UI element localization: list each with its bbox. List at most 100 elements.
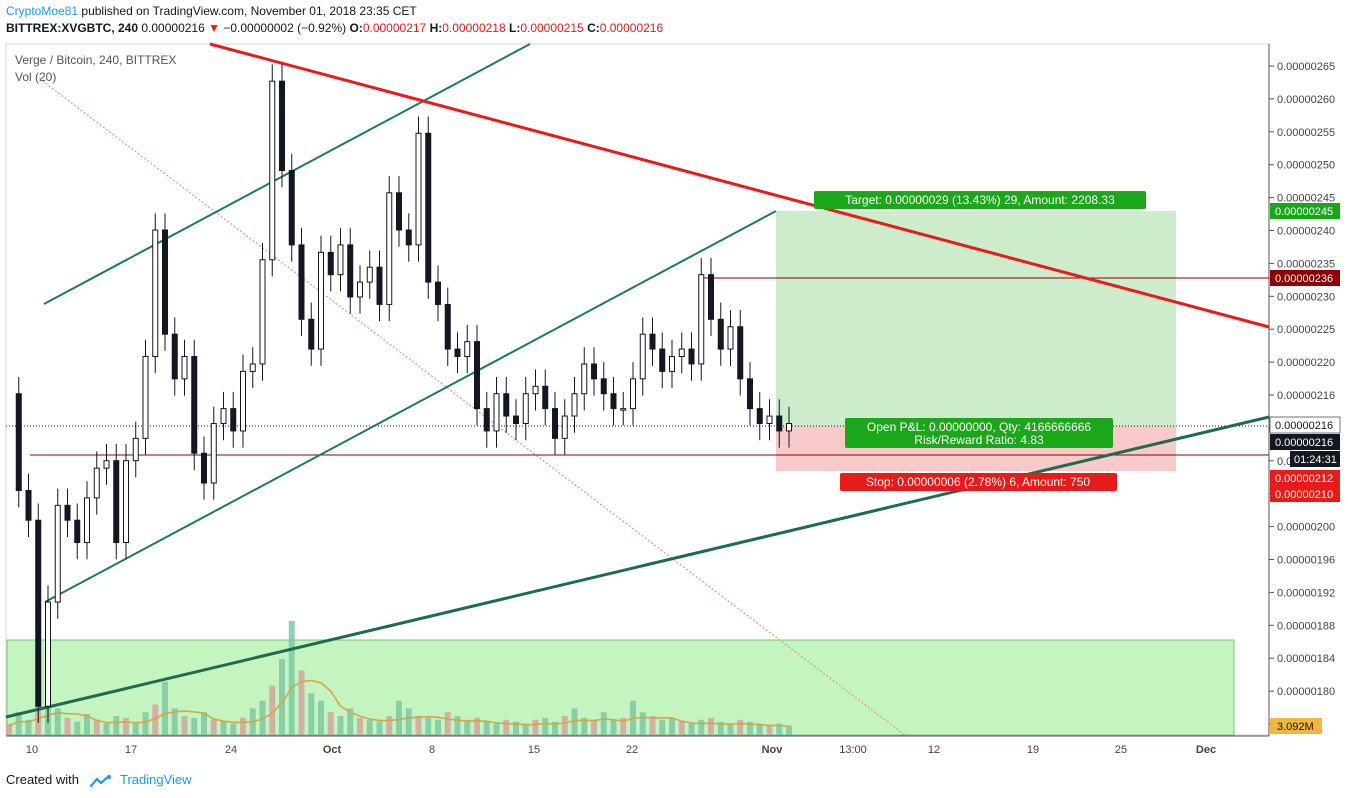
- volume-bar: [669, 717, 675, 735]
- volume-bar: [123, 717, 129, 735]
- candle: [64, 488, 71, 537]
- publish-line: CryptoMoe81 published on TradingView.com…: [6, 4, 417, 18]
- y-tick-label: 0.00000245: [1277, 193, 1335, 205]
- tradingview-logo-icon: [89, 774, 111, 787]
- volume-bar: [756, 723, 763, 735]
- volume-bar: [737, 719, 744, 735]
- volume-bar: [113, 716, 120, 735]
- volume-bar: [649, 716, 656, 735]
- close-value: 0.00000216: [599, 21, 664, 35]
- candle: [181, 339, 188, 396]
- low-value: 0.00000215: [520, 21, 584, 35]
- candlestick-series: [15, 64, 792, 723]
- volume-tag: 3.092M: [1277, 721, 1314, 733]
- volume-bar: [591, 719, 597, 735]
- y-tick-label: 0.00000265: [1277, 61, 1335, 73]
- author-link[interactable]: CryptoMoe81: [6, 4, 79, 18]
- volume-bar: [552, 721, 558, 735]
- candle: [454, 332, 461, 374]
- volume-bar: [84, 714, 90, 735]
- volume-bar: [747, 721, 753, 735]
- y-tick-label: 0.00000225: [1277, 324, 1335, 336]
- candle: [366, 250, 373, 299]
- candle: [435, 265, 441, 322]
- candle: [35, 503, 42, 723]
- candle: [210, 406, 217, 500]
- volume-bar: [727, 723, 734, 735]
- candle: [191, 339, 198, 470]
- candle: [337, 228, 344, 292]
- candle: [503, 376, 510, 433]
- stop-label: Stop: 0.00000006 (2.78%) 6, Amount: 750: [866, 475, 1090, 489]
- x-tick-label: Nov: [762, 744, 784, 756]
- volume-bar: [776, 723, 783, 735]
- candle: [396, 176, 402, 247]
- volume-bar: [435, 719, 441, 735]
- tag-212: 0.00000212: [1275, 473, 1333, 485]
- support-trend-line[interactable]: [5, 415, 1270, 719]
- tradingview-brand-link[interactable]: TradingView: [120, 772, 192, 787]
- tag-212-box: [1270, 470, 1340, 486]
- candle: [327, 235, 334, 292]
- candle: [698, 257, 705, 381]
- countdown-box: [1290, 451, 1340, 467]
- target-label-box[interactable]: [814, 191, 1146, 209]
- volume-bar: [396, 700, 402, 735]
- candle: [405, 213, 412, 262]
- volume-bar: [132, 721, 139, 735]
- volume-bar: [337, 716, 344, 735]
- channel-lower-line[interactable]: [44, 210, 777, 603]
- x-tick-label: Dec: [1196, 744, 1216, 756]
- chart-legend-title: Verge / Bitcoin, 240, BITTREX: [15, 53, 176, 67]
- tag-245-box: [1270, 203, 1340, 219]
- candle: [464, 324, 471, 374]
- resistance-trend-line[interactable]: [209, 42, 1270, 329]
- high-label: H:: [429, 21, 443, 35]
- volume-bar: [678, 721, 685, 735]
- candle: [25, 473, 32, 537]
- stop-label-box[interactable]: [840, 473, 1117, 491]
- volume-bar: [288, 621, 295, 735]
- tag-245: 0.00000245: [1275, 206, 1333, 218]
- volume-bar: [230, 723, 237, 735]
- candle: [279, 64, 285, 188]
- pnl-label-box[interactable]: [845, 418, 1113, 448]
- x-tick-label: 22: [626, 744, 638, 756]
- volume-bar: [483, 721, 490, 735]
- candle: [717, 302, 724, 366]
- volume-bar: [327, 712, 334, 735]
- candle: [591, 347, 597, 396]
- candle: [308, 302, 315, 366]
- channel-upper-line[interactable]: [43, 43, 531, 305]
- volume-tag-box: [1270, 718, 1322, 734]
- low-label: L:: [508, 21, 521, 35]
- volume-bar: [298, 670, 305, 735]
- volume-bar: [64, 717, 71, 735]
- volume-bar: [639, 712, 646, 735]
- volume-bar: [561, 716, 568, 735]
- candle: [561, 399, 568, 456]
- symbol-line: BITTREX:XVGBTC, 240 0.00000216 ▼ −0.0000…: [6, 21, 663, 35]
- target-zone[interactable]: [776, 211, 1176, 426]
- dotted-trend-line[interactable]: [35, 75, 906, 736]
- volume-bar: [532, 719, 539, 735]
- candle: [425, 116, 432, 299]
- open-label: O:: [349, 21, 363, 35]
- candle: [756, 391, 763, 441]
- volume-bar: [74, 721, 81, 735]
- volume-bar: [210, 719, 217, 735]
- candle: [610, 376, 617, 426]
- volume-bar: [493, 723, 500, 735]
- volume-bar: [6, 723, 12, 735]
- volume-bar: [181, 716, 188, 735]
- tag-236-box: [1270, 270, 1340, 286]
- last-price: 0.00000216: [141, 21, 205, 35]
- x-tick-label: Oct: [323, 744, 342, 756]
- volume-bar: [542, 717, 549, 735]
- candle: [318, 235, 324, 366]
- candle: [581, 347, 588, 411]
- volume-bar: [103, 723, 110, 735]
- tag-216a: 0.00000216: [1275, 420, 1333, 432]
- published-text: published on TradingView.com, November 0…: [81, 4, 417, 18]
